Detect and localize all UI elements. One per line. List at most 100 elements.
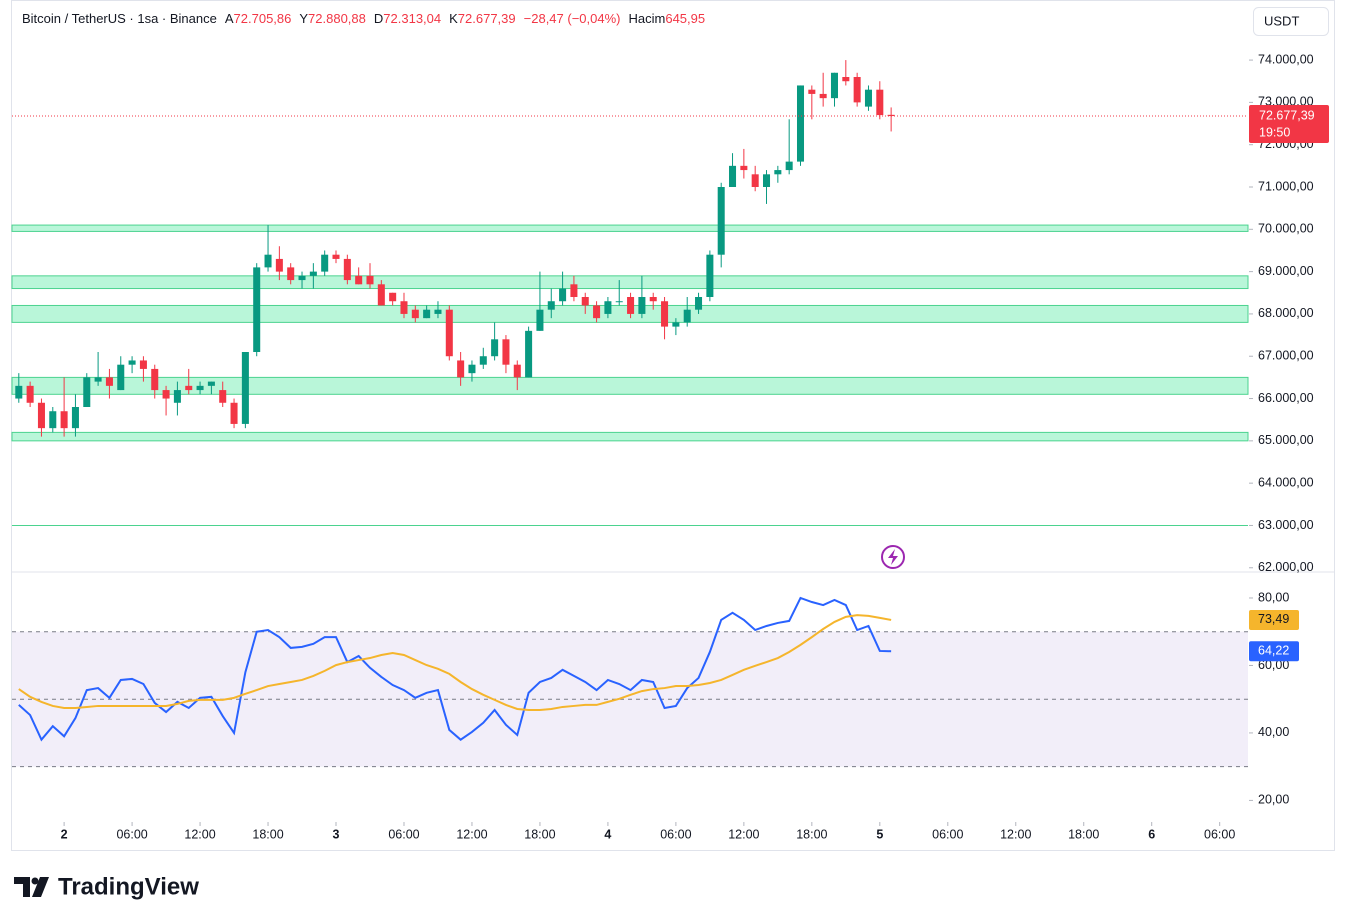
rsi-line — [18, 596, 892, 742]
x-tick-label: 18:00 — [1068, 827, 1099, 841]
candle-body — [706, 254, 714, 297]
logo[interactable]: TradingView — [14, 873, 199, 900]
value-box — [1249, 609, 1299, 630]
y-tick-label: 66.000,00 — [1258, 391, 1314, 405]
y-tick-label: 63.000,00 — [1258, 518, 1314, 532]
candle-body — [887, 114, 895, 117]
logo-mark[interactable] — [14, 877, 30, 897]
x-tick-label: 06:00 — [116, 827, 147, 841]
x-tick-label: 12:00 — [184, 827, 215, 841]
x-tick-label: 06:00 — [660, 827, 691, 841]
candle-body — [819, 93, 827, 99]
y-tick-label: 67.000,00 — [1258, 349, 1314, 363]
candle-body — [751, 174, 759, 187]
x-tick-label: 18:00 — [796, 827, 827, 841]
x-tick-label: 12:00 — [728, 827, 759, 841]
candle-body — [808, 89, 816, 94]
candle-body — [287, 267, 295, 281]
symbol: Bitcoin / TetherUS · 1sa · Binance — [22, 11, 217, 26]
alert-bolt[interactable] — [888, 549, 898, 565]
candle-body — [864, 89, 872, 107]
candle-body — [853, 77, 861, 103]
ohlc-label: A — [225, 11, 234, 26]
ohlc-value: 72.705,86 — [234, 11, 292, 26]
value-label: 64,22 — [1258, 644, 1289, 658]
candle-body — [457, 360, 465, 378]
volume-label: Hacim — [629, 11, 666, 26]
y-tick-label: 64.000,00 — [1258, 475, 1314, 489]
volume-value: 645,95 — [665, 11, 705, 26]
ohlc-label: D — [374, 11, 383, 26]
x-tick-label: 06:00 — [1204, 827, 1235, 841]
candle-body — [309, 271, 317, 276]
y-tick-label: 62.000,00 — [1258, 560, 1314, 574]
x-tick-label: 18:00 — [252, 827, 283, 841]
rsi-line — [18, 614, 892, 711]
legend-header: Bitcoin / TetherUS · 1sa · Binance A72.70… — [22, 11, 705, 26]
candle-body — [559, 288, 567, 302]
candle-body — [842, 77, 850, 82]
candle-body — [173, 390, 181, 403]
candle-body — [411, 309, 419, 319]
y-tick-label: 71.000,00 — [1258, 179, 1314, 193]
logo-text[interactable]: TradingView — [58, 873, 199, 900]
candle-body — [253, 267, 261, 352]
candle-body — [536, 309, 544, 331]
countdown: 19:50 — [1259, 125, 1290, 139]
candle-body — [366, 275, 374, 285]
alert-icon[interactable] — [881, 545, 905, 569]
candle-body — [423, 309, 431, 319]
currency[interactable]: USDT — [1264, 13, 1299, 28]
ohlc-value: 72.880,88 — [308, 11, 366, 26]
candle-body — [389, 292, 397, 302]
candle-body — [672, 322, 680, 327]
candle-body — [105, 377, 113, 386]
y-tick-label: 40,00 — [1258, 725, 1289, 739]
candle-body — [117, 364, 125, 391]
x-tick-label: 06:00 — [388, 827, 419, 841]
candle-body — [615, 301, 623, 303]
candle-body — [638, 297, 646, 314]
candle-body — [785, 161, 793, 171]
value-box — [1249, 641, 1299, 662]
currency-button[interactable] — [1253, 7, 1329, 36]
logo-mark[interactable] — [31, 877, 39, 885]
candle-body — [479, 356, 487, 365]
x-tick-label: 5 — [876, 827, 883, 841]
y-tick-label: 20,00 — [1258, 793, 1289, 807]
ohlc-label: K — [449, 11, 458, 26]
candle-body — [83, 377, 91, 407]
x-tick-label: 6 — [1148, 827, 1155, 841]
candle-body — [128, 360, 136, 365]
value-label: 73,49 — [1258, 612, 1289, 626]
logo-mark[interactable] — [32, 877, 49, 897]
candle-body — [513, 364, 521, 378]
candle-body — [661, 301, 669, 327]
candle-body — [593, 305, 601, 319]
candle-body — [525, 330, 533, 378]
candle-body — [219, 390, 227, 403]
last-price-box — [1249, 105, 1329, 144]
candle-body — [491, 339, 499, 357]
ohlc-label: Y — [299, 11, 308, 26]
candle-body — [162, 390, 170, 399]
candle-body — [400, 301, 408, 314]
candle-body — [774, 170, 782, 175]
x-tick-label: 12:00 — [1000, 827, 1031, 841]
support-band — [11, 431, 1249, 442]
candle-body — [581, 297, 589, 306]
x-tick-label: 18:00 — [524, 827, 555, 841]
candle-body — [796, 85, 805, 162]
frame — [11, 0, 1335, 851]
candle-body — [60, 411, 68, 429]
candle-body — [604, 301, 612, 314]
candle-body — [139, 360, 147, 369]
candle-body — [230, 402, 238, 424]
candle-body — [876, 89, 884, 116]
candle-body — [502, 339, 510, 365]
candle-body — [343, 258, 351, 281]
candle-body — [275, 258, 283, 272]
candle-body — [547, 301, 555, 310]
